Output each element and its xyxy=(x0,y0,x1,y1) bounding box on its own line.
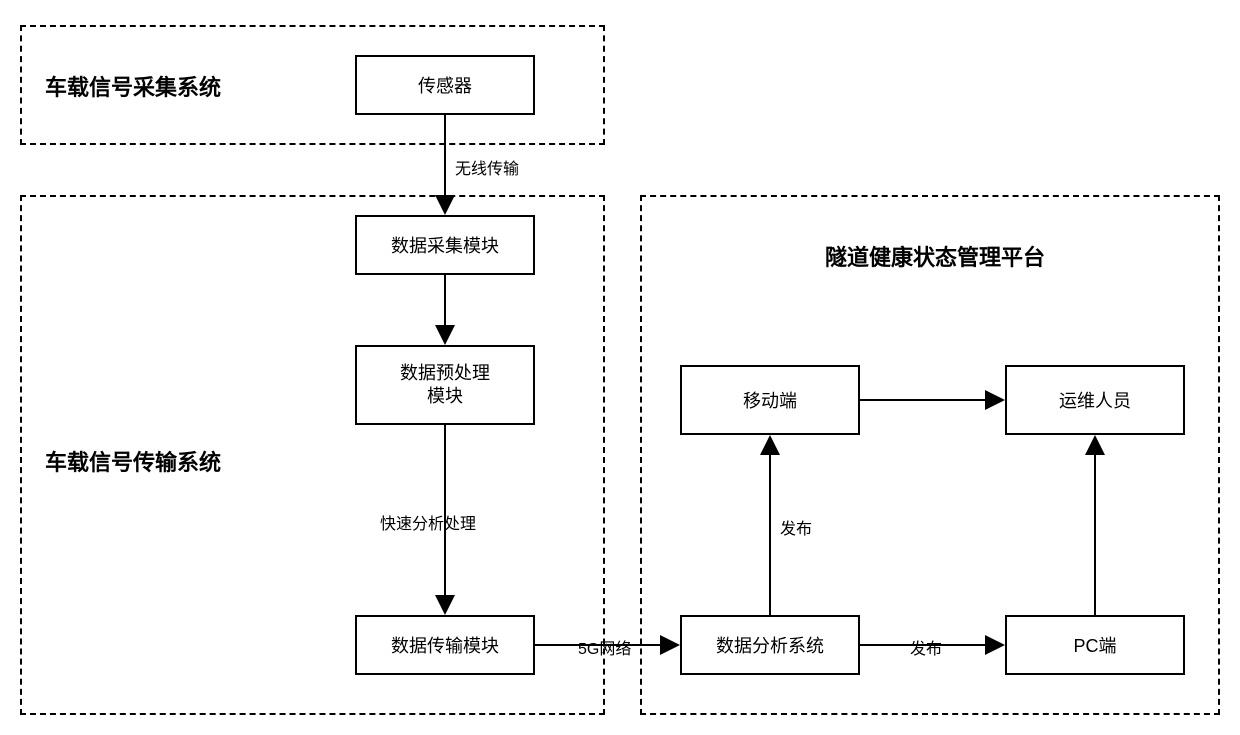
edge-label-wireless: 无线传输 xyxy=(455,155,519,179)
arrow-sensor-to-collection xyxy=(0,0,1240,735)
edge-label-fast-analysis: 快速分析处理 xyxy=(380,510,476,534)
edge-label-publish-pc: 发布 xyxy=(910,635,942,659)
edge-label-5g: 5G网络 xyxy=(578,635,631,659)
edge-label-publish-mobile: 发布 xyxy=(780,515,812,539)
